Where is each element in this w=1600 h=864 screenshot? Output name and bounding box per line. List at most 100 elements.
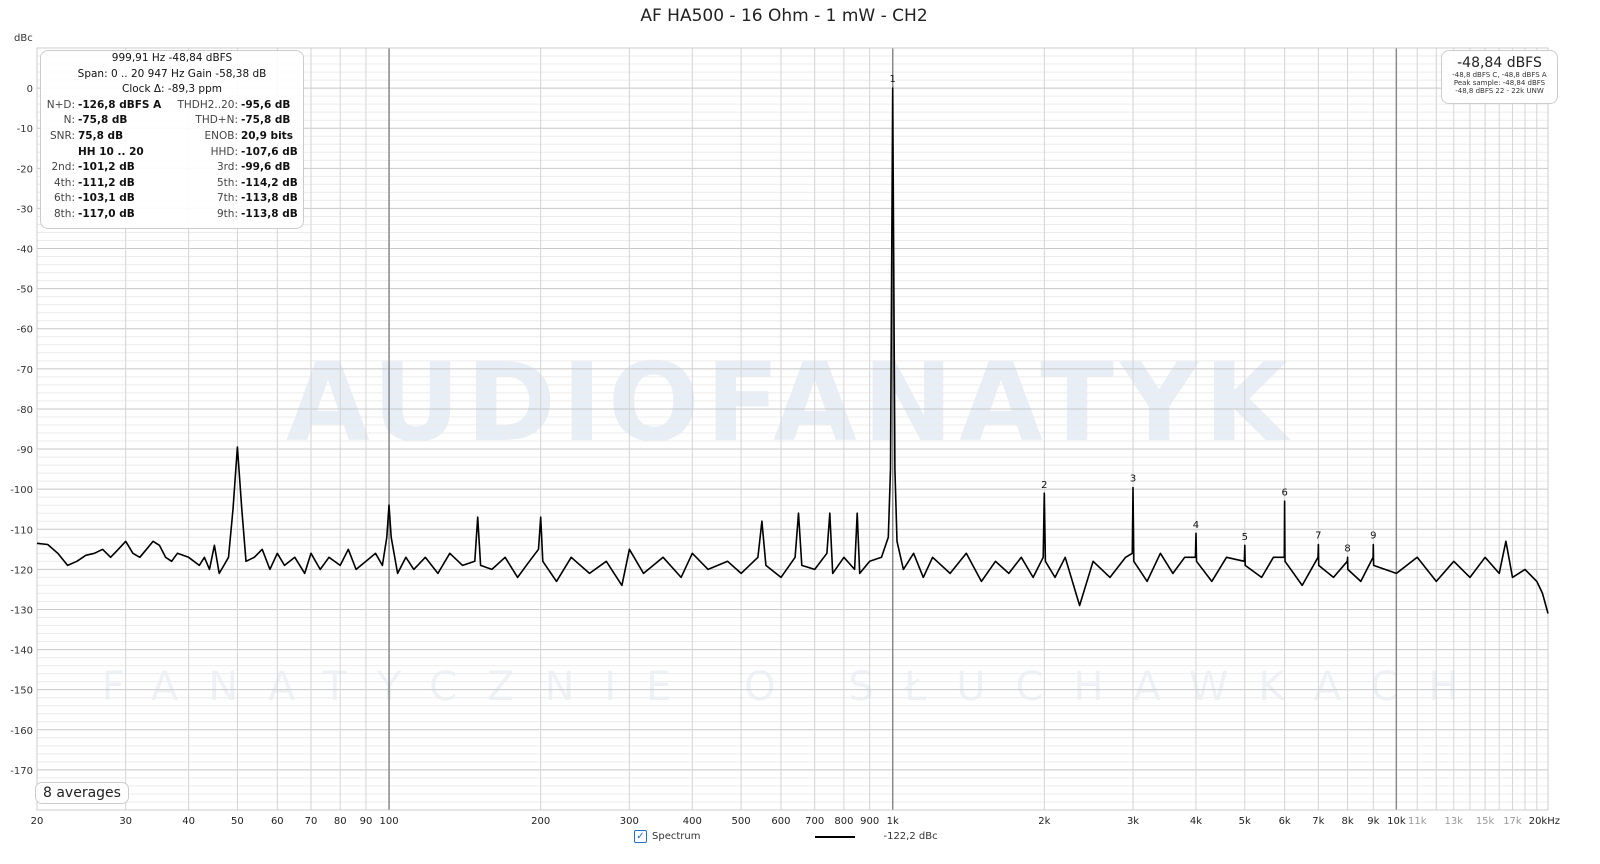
harmonic-label: 1 (890, 74, 896, 85)
stats-cell: THD+N: (195, 114, 238, 127)
y-tick-label: -20 (17, 164, 33, 175)
y-tick-label: -170 (10, 766, 33, 777)
y-tick-label: -40 (17, 245, 33, 256)
level-value: -48,84 dBFS (1457, 55, 1542, 71)
level-peak-sample: Peak sample: -48,84 dBFS (1453, 79, 1546, 87)
stats-cell: SNR: (49, 129, 75, 142)
x-tick-label: 700 (805, 816, 824, 827)
stats-cell: -117,0 dB (78, 207, 135, 220)
harmonic-label: 6 (1281, 488, 1287, 499)
x-tick-label: 200 (531, 816, 550, 827)
stats-cell: 7th: (217, 192, 238, 205)
y-tick-label: -160 (10, 726, 33, 737)
y-tick-label: -140 (10, 646, 33, 657)
stats-cell: 20,9 bits (241, 129, 293, 142)
chart-title: AF HA500 - 16 Ohm - 1 mW - CH2 (640, 6, 928, 26)
legend-value: -122,2 dBc (883, 831, 938, 842)
stats-cell: ENOB: (204, 129, 239, 142)
x-tick-label: 3k (1127, 816, 1139, 827)
y-tick-label: -130 (10, 605, 33, 616)
stats-row: 8th: -117,0 dB 9th: -113,8 dB (41, 207, 303, 223)
y-tick-label: -120 (10, 565, 33, 576)
stats-cell (41, 145, 75, 161)
stats-cell: -114,2 dB (241, 176, 298, 189)
y-tick-label: -60 (17, 325, 33, 336)
harmonic-label: 3 (1130, 474, 1136, 485)
averages-badge[interactable]: 8 averages (35, 782, 129, 804)
harmonic-label: 4 (1193, 520, 1199, 531)
stats-row: 2nd: -101,2 dB 3rd: -99,6 dB (41, 160, 303, 176)
stats-cell: -75,8 dB (241, 114, 291, 127)
harmonic-label: 9 (1370, 531, 1376, 542)
x-tick-label: 600 (771, 816, 790, 827)
level-unweighted: -48,8 dBFS 22 - 22k UNW (1455, 87, 1544, 95)
stats-frequency-level: 999,91 Hz -48,84 dBFS (111, 52, 233, 64)
watermark-tagline: FANATYCZNIE O SŁUCHAWKACH (102, 664, 1489, 710)
stats-cell: THDH2..20: (177, 98, 238, 111)
spectrum-line (36, 87, 1549, 614)
harmonic-label: 7 (1315, 531, 1321, 542)
stats-row: HH 10 .. 20 HHD: -107,6 dB (41, 145, 303, 161)
harmonic-label: 8 (1344, 543, 1350, 554)
x-tick-label: 6k (1279, 816, 1291, 827)
stats-cell: -113,8 dB (241, 192, 298, 205)
stats-cell: -99,6 dB (241, 161, 291, 174)
plot-frame (36, 47, 1549, 811)
y-tick-label: -50 (17, 285, 33, 296)
x-tick-label: 10k (1387, 816, 1406, 827)
x-tick-label: 20kHz (1529, 816, 1560, 827)
x-tick-label: 4k (1190, 816, 1202, 827)
stats-cell: 9th: (217, 207, 238, 220)
stats-cell: -126,8 dBFS A (78, 98, 162, 111)
x-tick-label: 500 (732, 816, 751, 827)
x-tick-label: 60 (271, 816, 284, 827)
harmonic-label: 5 (1242, 532, 1248, 543)
stats-cell: -103,1 dB (78, 192, 135, 205)
x-tick-label: 300 (620, 816, 639, 827)
stats-cell: HHD: (210, 145, 238, 158)
x-tick-label: 9k (1367, 816, 1379, 827)
y-tick-label: -30 (17, 204, 33, 215)
stats-cell: -101,2 dB (78, 161, 135, 174)
x-tick-label: 20 (31, 816, 44, 827)
stats-row: 4th: -111,2 dB 5th: -114,2 dB (41, 176, 303, 192)
x-tick-label: 70 (305, 816, 318, 827)
y-tick-label: -70 (17, 365, 33, 376)
x-tick-label: 400 (683, 816, 702, 827)
x-tick-label: 100 (380, 816, 399, 827)
stats-cell: -111,2 dB (78, 176, 135, 189)
level-weighted: -48,8 dBFS C, -48,8 dBFS A (1452, 71, 1547, 79)
watermark-logo: AUDIOFANATYK (286, 341, 1294, 466)
stats-cell: 3rd: (216, 161, 238, 174)
stats-cell: -107,6 dB (241, 145, 298, 158)
stats-cell: 5th: (217, 176, 238, 189)
y-axis-label: dBc (14, 33, 33, 44)
y-tick-label: -90 (17, 445, 33, 456)
x-tick-label: 800 (834, 816, 853, 827)
x-tick-label: 90 (360, 816, 373, 827)
x-tick-label: 11k (1408, 816, 1427, 827)
y-tick-label: -150 (10, 686, 33, 697)
stats-cell: HH 10 .. 20 (78, 145, 144, 158)
stats-span-gain: Span: 0 .. 20 947 Hz Gain -58,38 dB (77, 67, 267, 80)
x-tick-label: 17k (1503, 816, 1522, 827)
legend: ✓ Spectrum -122,2 dBc (634, 830, 938, 843)
stats-cell: -95,6 dB (241, 98, 291, 111)
x-tick-label: 900 (860, 816, 879, 827)
stats-cell: 8th: (54, 207, 75, 220)
legend-line-swatch (815, 835, 856, 838)
stats-cell: 75,8 dB (78, 129, 124, 142)
spectrum-checkbox[interactable]: ✓ (634, 830, 647, 843)
stats-row: SNR: 75,8 dB ENOB: 20,9 bits (41, 129, 303, 145)
x-tick-label: 80 (334, 816, 347, 827)
stats-cell: N+D: (46, 98, 75, 111)
stats-panel: 999,91 Hz -48,84 dBFS Span: 0 .. 20 947 … (40, 50, 304, 229)
y-tick-label: -100 (10, 485, 33, 496)
x-tick-label: 7k (1312, 816, 1324, 827)
x-tick-label: 40 (182, 816, 195, 827)
y-tick-label: -110 (10, 525, 33, 536)
harmonic-label: 2 (1041, 480, 1047, 491)
stats-row: N: -75,8 dB THD+N: -75,8 dB (41, 113, 303, 129)
stats-cell: N: (63, 114, 75, 127)
